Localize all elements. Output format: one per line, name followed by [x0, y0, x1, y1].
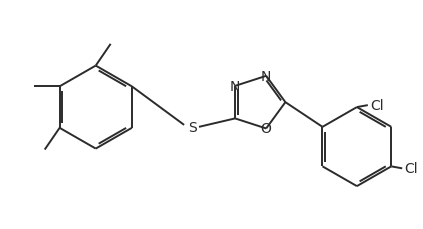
Text: Cl: Cl — [370, 99, 383, 113]
Text: N: N — [230, 79, 240, 93]
Text: S: S — [188, 120, 196, 134]
Text: Cl: Cl — [404, 162, 418, 176]
Text: N: N — [261, 70, 272, 84]
Text: O: O — [261, 122, 272, 136]
